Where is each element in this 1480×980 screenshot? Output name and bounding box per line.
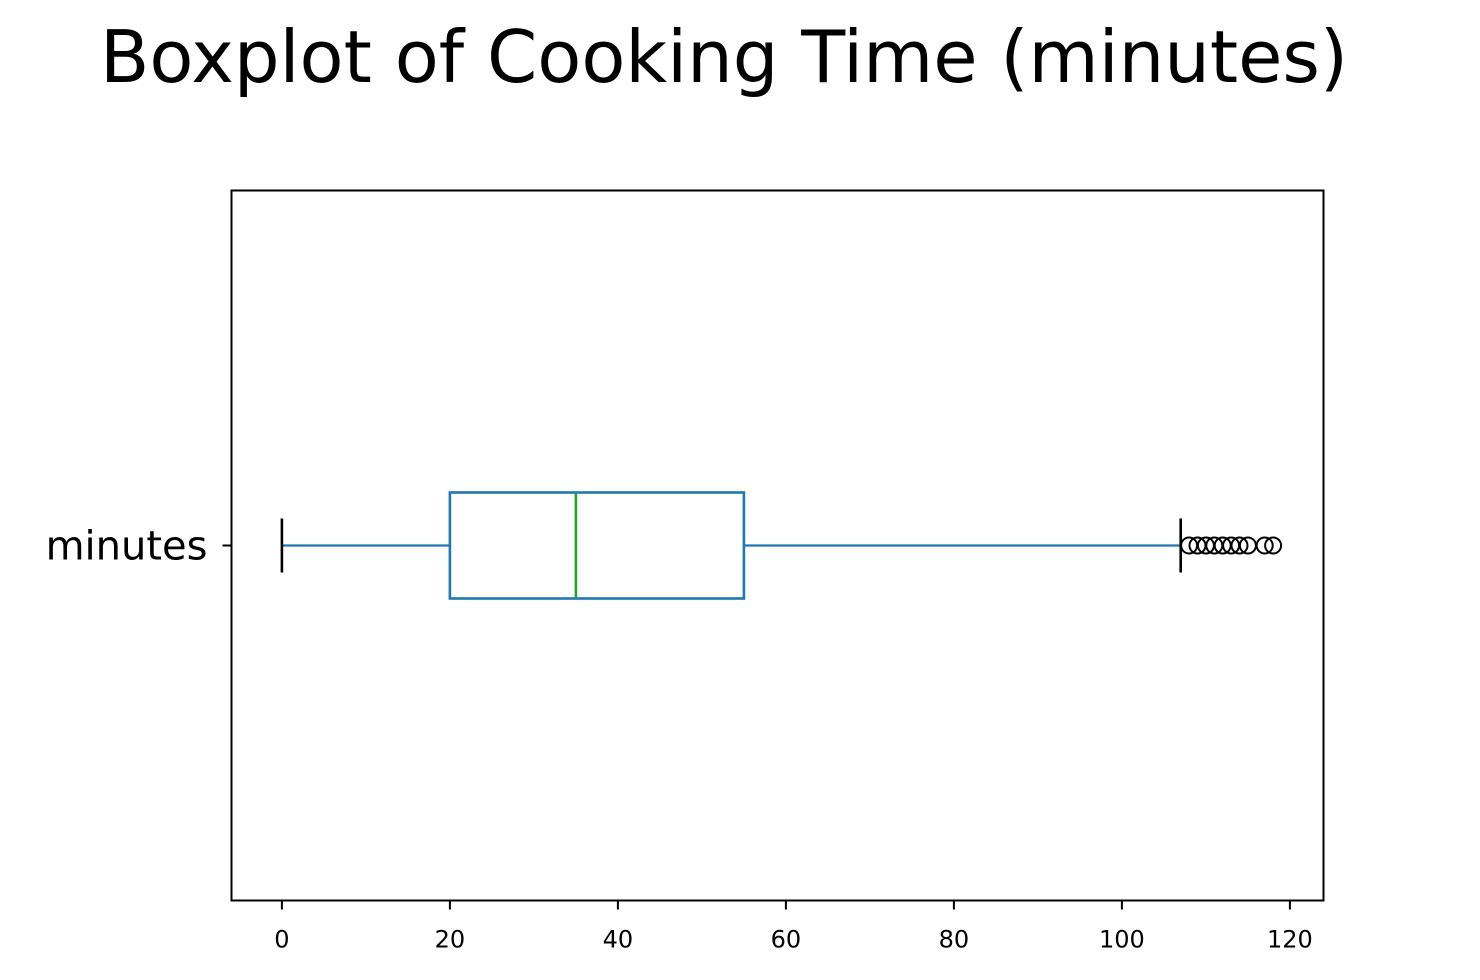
x-tick-label: 60 bbox=[771, 926, 802, 954]
plot-marks bbox=[280, 491, 1283, 600]
box-group-minutes bbox=[280, 491, 1283, 600]
x-tick-label: 20 bbox=[435, 926, 466, 954]
x-tick-label: 120 bbox=[1267, 926, 1313, 954]
x-tick-label: 80 bbox=[939, 926, 970, 954]
outlier-point bbox=[1264, 536, 1283, 555]
y-axis: minutes bbox=[46, 524, 232, 570]
chart-title: Boxplot of Cooking Time (minutes) bbox=[100, 15, 1349, 99]
y-tick-label: minutes bbox=[46, 524, 208, 570]
x-tick-label: 0 bbox=[274, 926, 289, 954]
box-iqr bbox=[448, 491, 746, 600]
x-tick-label: 100 bbox=[1099, 926, 1145, 954]
x-tick-label: 40 bbox=[603, 926, 634, 954]
outlier-point bbox=[1255, 536, 1274, 555]
x-axis: 0 20 40 60 80 100 120 bbox=[274, 900, 1313, 954]
outlier-point bbox=[1230, 536, 1249, 555]
